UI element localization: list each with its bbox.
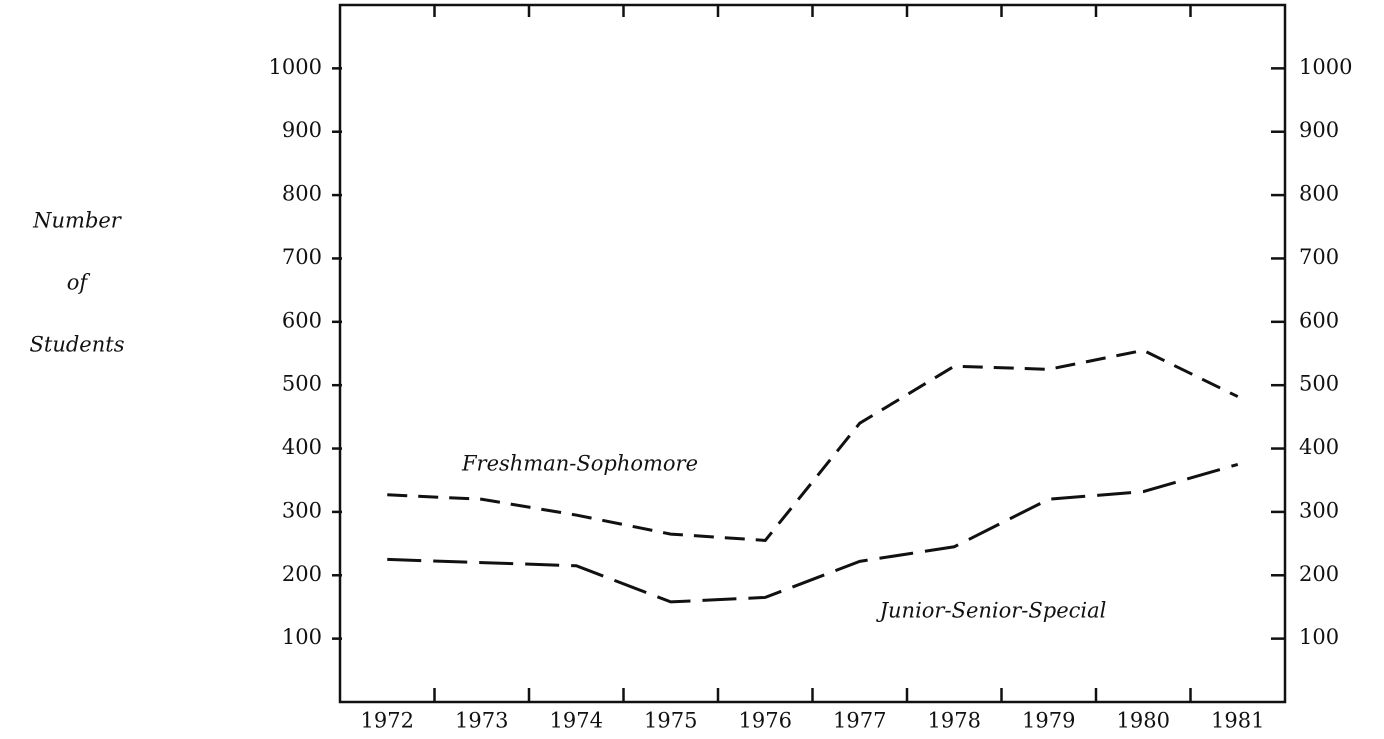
y2-tick-label: 800 [1299, 182, 1339, 206]
y2-tick-label: 500 [1299, 372, 1339, 396]
x-tick-label: 1976 [739, 709, 792, 733]
plot-frame [338, 3, 1287, 704]
y-tick-label: 1000 [269, 55, 322, 79]
y2-tick-label: 100 [1299, 625, 1339, 649]
y-tick-label: 100 [282, 625, 322, 649]
y-axis-label: Students [30, 333, 125, 357]
y-axis-label: of [67, 271, 91, 295]
series-line [387, 348, 1239, 542]
series-label: Junior-Senior-Special [876, 599, 1107, 623]
y-tick-label: 700 [282, 245, 322, 269]
y2-tick-label: 300 [1299, 498, 1339, 522]
x-tick-label: 1979 [1022, 709, 1075, 733]
y-tick-label: 200 [282, 562, 322, 586]
y2-tick-label: 1000 [1299, 55, 1352, 79]
x-tick-label: 1974 [550, 709, 603, 733]
y2-tick-label: 900 [1299, 118, 1339, 142]
series-line [387, 462, 1239, 604]
y-tick-label: 900 [282, 118, 322, 142]
y-tick-label: 400 [282, 435, 322, 459]
y-tick-label: 600 [282, 308, 322, 332]
y-tick-label: 800 [282, 182, 322, 206]
y2-tick-label: 200 [1299, 562, 1339, 586]
x-tick-label: 1973 [455, 709, 508, 733]
x-tick-label: 1981 [1211, 709, 1264, 733]
y-tick-label: 500 [282, 372, 322, 396]
x-tick-label: 1975 [644, 709, 697, 733]
x-tick-label: 1980 [1117, 709, 1170, 733]
y-tick-label: 300 [282, 498, 322, 522]
x-tick-label: 1977 [833, 709, 886, 733]
y2-tick-label: 400 [1299, 435, 1339, 459]
series-label: Freshman-Sophomore [461, 452, 698, 476]
y2-tick-label: 600 [1299, 308, 1339, 332]
y-axis-label: Number [32, 209, 123, 233]
y2-tick-label: 700 [1299, 245, 1339, 269]
x-tick-label: 1972 [361, 709, 414, 733]
x-tick-label: 1978 [928, 709, 981, 733]
